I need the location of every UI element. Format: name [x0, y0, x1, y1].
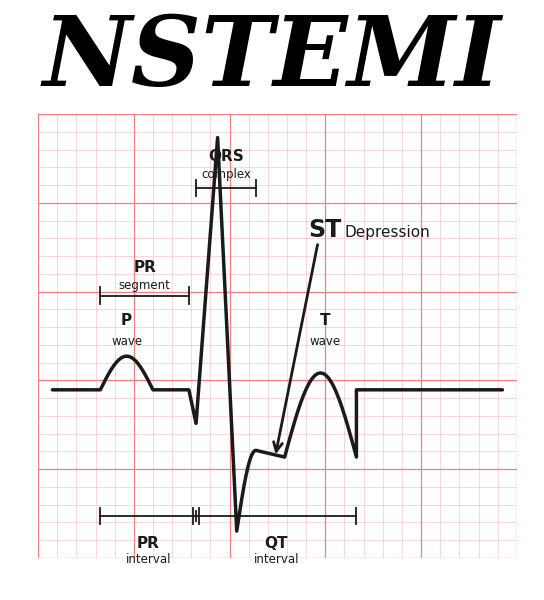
- Text: wave: wave: [310, 335, 341, 348]
- Text: wave: wave: [111, 335, 142, 348]
- Text: segment: segment: [119, 279, 170, 292]
- Text: interval: interval: [254, 553, 299, 566]
- Text: QT: QT: [264, 536, 288, 551]
- Text: ST: ST: [308, 218, 342, 242]
- Text: NSTEMI: NSTEMI: [42, 12, 502, 106]
- Text: T: T: [320, 313, 331, 328]
- Text: Depression: Depression: [344, 225, 430, 240]
- Text: PR: PR: [137, 536, 159, 551]
- Text: QRS: QRS: [208, 149, 244, 164]
- Text: complex: complex: [201, 168, 251, 181]
- Text: PR: PR: [133, 260, 156, 275]
- Text: P: P: [121, 313, 132, 328]
- Text: interval: interval: [126, 553, 171, 566]
